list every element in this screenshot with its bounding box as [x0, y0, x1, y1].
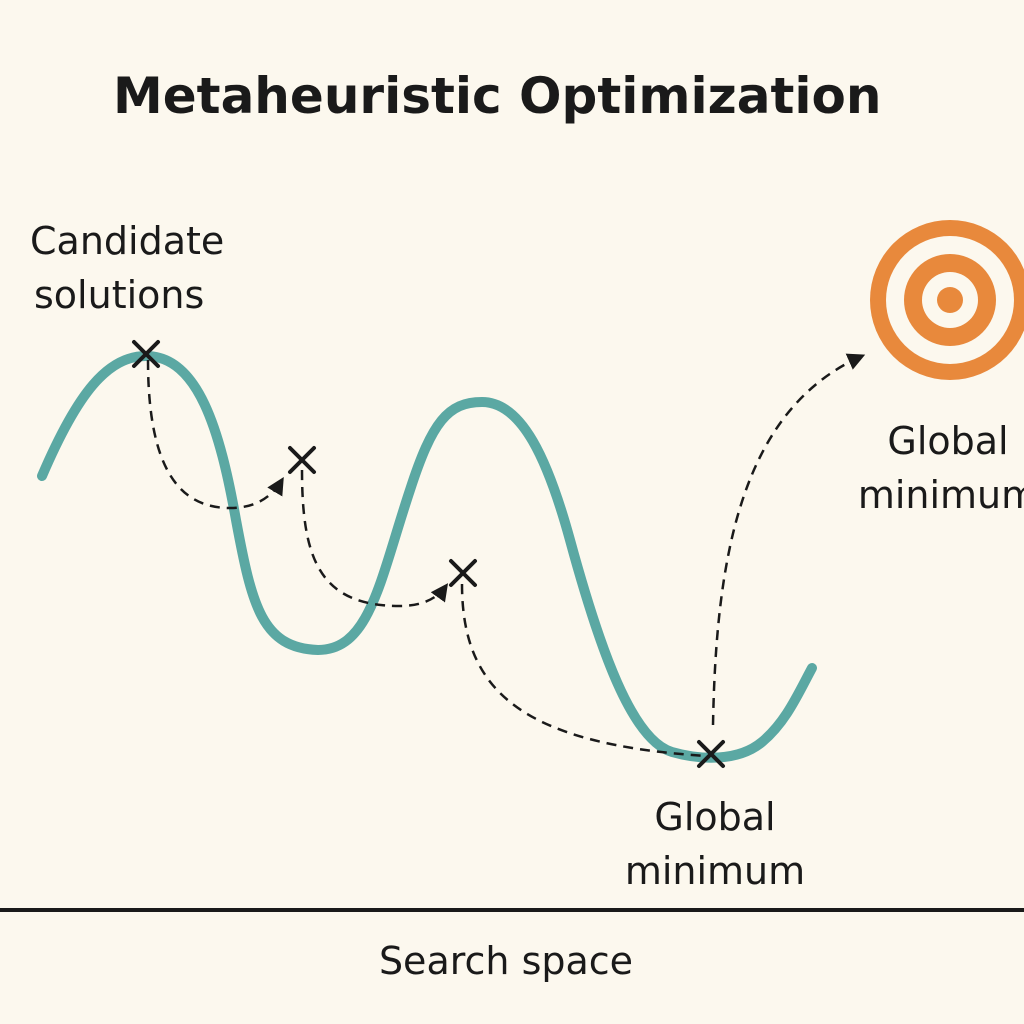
global-minimum-line2: minimum — [625, 849, 805, 893]
candidate-solutions-label: Candidate solutions — [30, 219, 224, 317]
axis-label: Search space — [379, 939, 633, 983]
diagram-title: Metaheuristic Optimization — [113, 67, 881, 125]
candidate-markers — [132, 340, 725, 768]
target-label-line1: Global — [887, 419, 1008, 463]
search-trajectories — [146, 353, 866, 758]
target-global-minimum-label: Global minimum — [858, 419, 1024, 517]
candidate-label-line2: solutions — [34, 273, 204, 317]
global-minimum-line1: Global — [654, 795, 775, 839]
x-marker-icon — [697, 740, 725, 768]
candidate-label-line1: Candidate — [30, 219, 224, 263]
fitness-landscape-curve — [37, 350, 817, 763]
x-marker-icon — [288, 446, 316, 474]
trajectory-3 — [460, 583, 707, 758]
target-label-line2: minimum — [858, 473, 1024, 517]
x-marker-icon — [449, 559, 477, 587]
trajectory-2 — [300, 469, 449, 608]
global-minimum-label: Global minimum — [625, 795, 805, 893]
trajectory-1 — [146, 359, 284, 510]
x-marker-icon — [132, 340, 160, 368]
target-icon — [870, 220, 1024, 380]
trajectory-4 — [711, 353, 866, 726]
